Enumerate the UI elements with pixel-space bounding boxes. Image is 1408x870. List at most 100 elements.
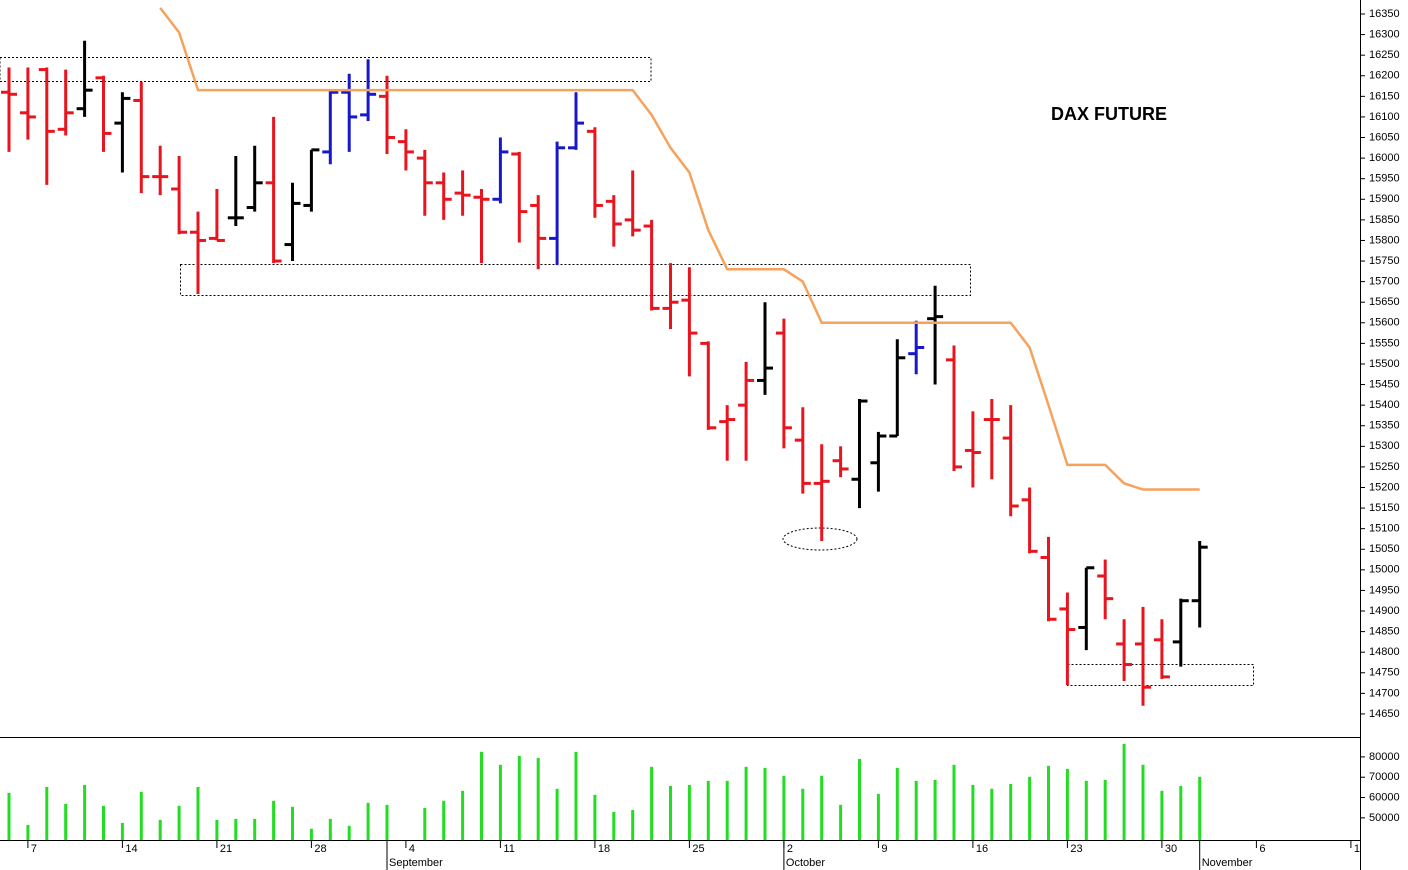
volume-bar (1065, 768, 1069, 840)
volume-bar (517, 755, 521, 840)
y-tick-label: 15600 (1369, 317, 1400, 329)
volume-bar (328, 818, 332, 840)
volume-bar (1198, 776, 1202, 840)
y-tick-label: 15650 (1369, 296, 1400, 308)
x-tick-label: 1 (1354, 843, 1360, 855)
volume-bar (461, 790, 465, 840)
volume-bar (1084, 780, 1088, 840)
y-tick-label: 15550 (1369, 337, 1400, 349)
volume-bar (498, 764, 502, 840)
y-tick-label: 14800 (1369, 646, 1400, 658)
volume-bar (536, 757, 540, 840)
volume-bar (347, 825, 351, 840)
volume-bar (820, 775, 824, 840)
volume-bar (1009, 783, 1013, 840)
y-tick-label: 15800 (1369, 234, 1400, 246)
x-tick-label: 18 (598, 843, 610, 855)
zone-box (0, 57, 652, 82)
y-tick-label: 14900 (1369, 605, 1400, 617)
y-tick-label: 15250 (1369, 461, 1400, 473)
month-label: September (389, 857, 443, 869)
y-tick-label: 16100 (1369, 111, 1400, 123)
y-tick-label: 15400 (1369, 399, 1400, 411)
y-tick-label: 15750 (1369, 255, 1400, 267)
y-tick-label: 15500 (1369, 358, 1400, 370)
volume-bar (631, 809, 635, 840)
volume-bar (7, 792, 11, 840)
volume-bar (914, 780, 918, 840)
volume-bar (725, 780, 729, 840)
volume-bar (215, 819, 219, 840)
y-tick-label: 14950 (1369, 584, 1400, 596)
volume-bar (309, 828, 313, 840)
volume-y-tick-label: 80000 (1369, 751, 1400, 763)
volume-bar (1103, 779, 1107, 840)
volume-y-tick-label: 70000 (1369, 771, 1400, 783)
volume-bar (139, 791, 143, 840)
y-tick-label: 15950 (1369, 173, 1400, 185)
volume-y-tick-label: 50000 (1369, 812, 1400, 824)
x-tick-label: 16 (976, 843, 988, 855)
volume-bar (839, 804, 843, 840)
x-tick-label: 2 (787, 843, 793, 855)
volume-bar (26, 824, 30, 840)
x-tick-label: 9 (881, 843, 887, 855)
volume-bar (442, 800, 446, 840)
y-tick-label: 14650 (1369, 708, 1400, 720)
volume-bar (385, 804, 389, 840)
trend-line (159, 7, 1200, 491)
y-tick-label: 16250 (1369, 49, 1400, 61)
volume-bar (687, 784, 691, 840)
price-pane (1, 7, 1208, 706)
volume-bar (234, 818, 238, 840)
y-tick-label: 15100 (1369, 523, 1400, 535)
volume-bar (196, 786, 200, 840)
y-tick-label: 16050 (1369, 131, 1400, 143)
volume-bar (1160, 790, 1164, 840)
y-tick-label: 15900 (1369, 193, 1400, 205)
x-tick-label: 30 (1165, 843, 1177, 855)
volume-bar (102, 805, 105, 840)
volume-bar (1141, 764, 1145, 840)
x-tick-label: 6 (1259, 843, 1265, 855)
y-tick-label: 16000 (1369, 152, 1400, 164)
volume-bar (782, 775, 786, 840)
x-tick-label: 4 (409, 843, 415, 855)
volume-bar (1179, 785, 1183, 840)
volume-bar (423, 807, 427, 840)
volume-bar (876, 793, 880, 840)
volume-bar (120, 822, 124, 840)
y-tick-label: 16300 (1369, 28, 1400, 40)
volume-bar (555, 788, 559, 840)
volume-bar (593, 794, 597, 840)
volume-bar (1047, 765, 1050, 840)
volume-bar (858, 758, 861, 840)
x-tick-label: 28 (314, 843, 326, 855)
zone-box (180, 264, 971, 296)
volume-bar (990, 788, 994, 840)
y-tick-label: 14850 (1369, 626, 1400, 638)
volume-bar (952, 764, 956, 840)
volume-bar (763, 767, 767, 840)
volume-bar (291, 806, 294, 840)
volume-bar (744, 766, 748, 840)
y-tick-label: 16350 (1369, 8, 1400, 20)
y-tick-label: 15300 (1369, 440, 1400, 452)
month-label: October (786, 857, 825, 869)
y-tick-label: 16150 (1369, 90, 1400, 102)
volume-bar (706, 780, 710, 840)
volume-bar (366, 802, 370, 840)
y-tick-label: 14700 (1369, 687, 1400, 699)
y-tick-label: 15850 (1369, 214, 1400, 226)
y-tick-label: 15450 (1369, 378, 1400, 390)
volume-bar (612, 811, 616, 840)
y-tick-label: 14750 (1369, 667, 1400, 679)
axes: 1465014700147501480014850149001495015000… (27, 8, 1400, 870)
x-tick-label: 7 (31, 843, 37, 855)
volume-bar (158, 819, 162, 840)
volume-bar (272, 800, 276, 840)
month-label: November (1202, 857, 1253, 869)
chart-title: DAX FUTURE (1051, 104, 1167, 124)
